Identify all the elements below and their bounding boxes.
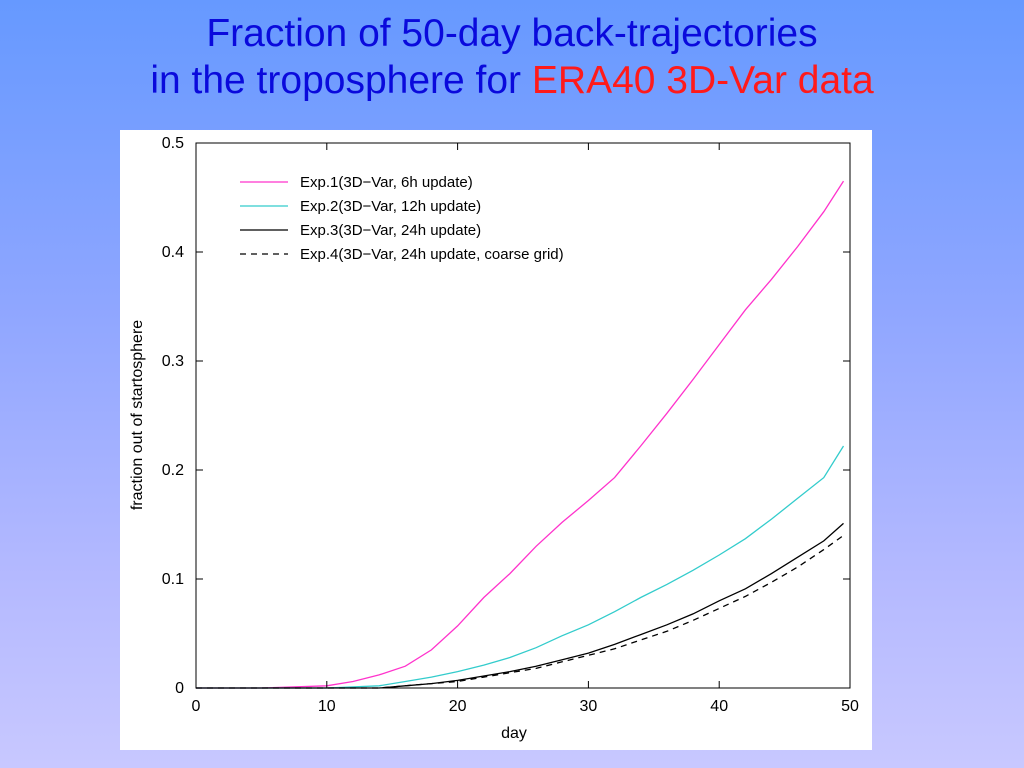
title-line-2: in the troposphere for ERA40 3D-Var data — [0, 57, 1024, 104]
y-tick-label: 0.3 — [162, 353, 184, 370]
title-line-2-prefix: in the troposphere for — [150, 59, 532, 102]
y-tick-label: 0.2 — [162, 462, 184, 479]
legend: Exp.1(3D−Var, 6h update) Exp.2(3D−Var, 12… — [240, 174, 564, 263]
title-line-2-accent: ERA40 3D-Var data — [531, 59, 874, 102]
x-tick-label: 50 — [841, 698, 859, 715]
y-tick-label: 0.4 — [162, 244, 184, 261]
legend-label-2: Exp.2(3D−Var, 12h update) — [300, 198, 481, 215]
y-tick-label: 0 — [175, 680, 184, 697]
legend-label-4: Exp.4(3D−Var, 24h update, coarse grid) — [300, 246, 564, 263]
plot-frame — [195, 142, 851, 689]
legend-label-1: Exp.1(3D−Var, 6h update) — [300, 174, 473, 191]
y-tick-label: 0.1 — [162, 571, 184, 588]
series-line-3 — [196, 522, 844, 689]
series-line-1 — [196, 180, 845, 689]
x-tick-label: 20 — [449, 698, 467, 715]
ticks-layer: 0 10 20 30 40 50 0 0.1 0.2 0.3 0.4 0.5 — [162, 135, 859, 715]
x-tick-label: 40 — [710, 698, 728, 715]
legend-label-3: Exp.3(3D−Var, 24h update) — [300, 222, 481, 239]
x-axis-label: day — [501, 725, 527, 742]
x-tick-label: 10 — [318, 698, 336, 715]
slide-title: Fraction of 50-day back-trajectories in … — [0, 10, 1024, 104]
title-line-1: Fraction of 50-day back-trajectories — [206, 12, 818, 55]
series-layer — [196, 180, 845, 689]
x-tick-label: 0 — [192, 698, 201, 715]
series-line-4 — [196, 534, 844, 689]
chart-panel: 0 10 20 30 40 50 0 0.1 0.2 0.3 0.4 0.5 day fraction… — [120, 130, 872, 750]
line-chart: 0 10 20 30 40 50 0 0.1 0.2 0.3 0.4 0.5 day fraction… — [129, 135, 859, 742]
series-line-2 — [196, 445, 845, 689]
y-tick-label: 0.5 — [162, 135, 184, 152]
y-axis-label: fraction out of startosphere — [129, 320, 146, 510]
x-tick-label: 30 — [580, 698, 598, 715]
